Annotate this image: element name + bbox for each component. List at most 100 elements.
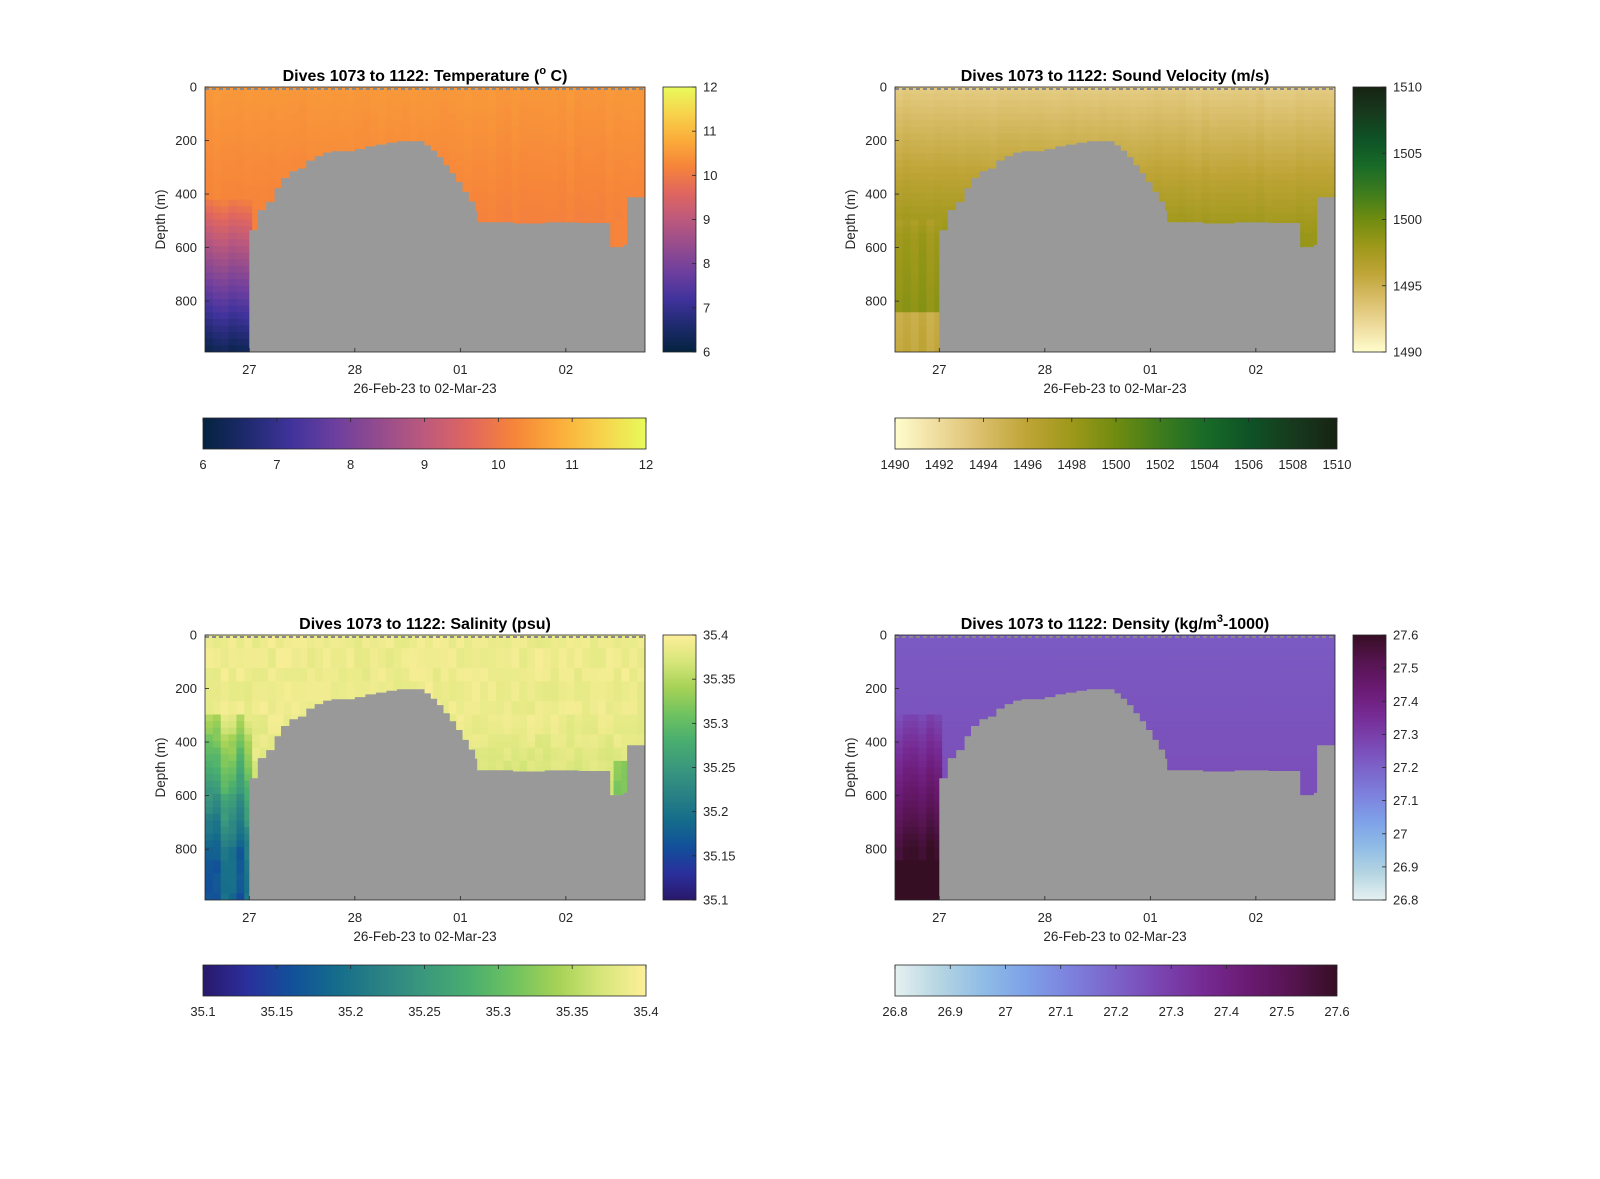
heatmap-cell	[965, 146, 975, 154]
heatmap-cell	[1185, 133, 1195, 141]
heatmap-cell	[503, 166, 513, 174]
heatmap-cell	[228, 701, 238, 709]
heatmap-cell	[934, 312, 943, 320]
heatmap-cell	[338, 106, 348, 115]
heatmap-cell	[236, 193, 245, 201]
heatmap-cell	[212, 886, 222, 894]
heatmap-cell	[926, 345, 935, 352]
heatmap-cell	[1083, 113, 1093, 121]
heatmap-cell	[228, 774, 238, 782]
heatmap-cell	[965, 153, 975, 161]
heatmap-cell	[1232, 93, 1242, 101]
heatmap-cell	[228, 813, 238, 822]
heatmap-cell	[338, 93, 348, 101]
heatmap-cell	[621, 106, 630, 115]
heatmap-cell	[902, 259, 912, 267]
heatmap-cell	[637, 100, 645, 108]
heatmap-cell	[629, 100, 638, 108]
heatmap-cell	[1248, 100, 1258, 108]
heatmap-cell	[448, 126, 458, 134]
heatmap-cell	[1280, 106, 1289, 115]
heatmap-cell	[910, 239, 920, 247]
heatmap-cell	[613, 106, 623, 115]
heatmap-cell	[1287, 186, 1297, 194]
heatmap-cell	[385, 113, 395, 121]
heatmap-cell	[918, 246, 928, 254]
heatmap-cell	[425, 100, 434, 108]
heatmap-cell	[542, 159, 552, 168]
heatmap-cell	[918, 126, 928, 134]
heatmap-cell	[456, 153, 465, 161]
heatmap-cell	[330, 106, 340, 115]
heatmap-cell	[1232, 146, 1242, 154]
heatmap-cell	[487, 179, 497, 187]
heatmap-cell	[205, 813, 214, 822]
heatmap-cell	[370, 100, 379, 108]
heatmap-cell	[472, 199, 481, 207]
heatmap-cell	[252, 199, 261, 207]
heatmap-cell	[220, 794, 230, 802]
heatmap-cell	[338, 133, 348, 141]
heatmap-cell	[1319, 106, 1328, 115]
heatmap-cell	[228, 847, 238, 855]
heatmap-cell	[393, 120, 403, 128]
heatmap-cell	[1217, 106, 1226, 115]
heatmap-cell	[558, 186, 568, 194]
heatmap-cell	[542, 179, 552, 187]
heatmap-cell	[895, 232, 904, 240]
heatmap-cell	[244, 833, 253, 841]
heatmap-cell	[487, 166, 497, 174]
heatmap-cell	[1303, 159, 1313, 168]
heatmap-cell	[1287, 166, 1297, 174]
heatmap-cell	[1012, 140, 1022, 148]
heatmap-cell	[965, 173, 975, 181]
heatmap-cell	[1232, 100, 1242, 108]
heatmap-cell	[267, 146, 277, 154]
colorbar-horizontal-bar	[894, 417, 1338, 450]
heatmap-cell	[495, 106, 505, 115]
heatmap-cell	[275, 100, 285, 108]
heatmap-cell	[1154, 166, 1163, 174]
heatmap-cell	[205, 120, 214, 128]
heatmap-cell	[1091, 100, 1100, 108]
heatmap-cell	[244, 820, 253, 828]
heatmap-cell	[299, 93, 308, 101]
heatmap-cell	[472, 179, 481, 187]
heatmap-cell	[1303, 93, 1313, 101]
heatmap-cell	[590, 179, 599, 187]
heatmap-cell	[205, 635, 214, 643]
heatmap-cell	[346, 126, 355, 134]
heatmap-cell	[275, 721, 285, 729]
heatmap-cell	[244, 193, 253, 201]
heatmap-cell	[1232, 87, 1242, 95]
heatmap-cell	[527, 212, 536, 221]
heatmap-cell	[315, 120, 324, 128]
heatmap-cell	[895, 133, 904, 141]
heatmap-cell	[1012, 120, 1022, 128]
heatmap-cell	[212, 880, 222, 888]
heatmap-cell	[637, 153, 645, 161]
heatmap-cell	[1240, 100, 1250, 108]
heatmap-cell	[542, 113, 552, 121]
heatmap-cell	[1280, 206, 1289, 214]
heatmap-cell	[1052, 126, 1061, 134]
heatmap-cell	[965, 87, 975, 95]
heatmap-cell	[1232, 126, 1242, 134]
heatmap-cell	[902, 159, 912, 168]
heatmap-cell	[495, 93, 505, 101]
heatmap-cell	[918, 179, 928, 187]
heatmap-cell	[252, 100, 261, 108]
heatmap-cell	[503, 199, 513, 207]
heatmap-cell	[244, 721, 253, 729]
heatmap-cell	[1280, 87, 1289, 95]
heatmap-cell	[205, 193, 214, 201]
heatmap-cell	[558, 113, 568, 121]
heatmap-cell	[895, 279, 904, 287]
heatmap-cell	[1209, 206, 1218, 214]
heatmap-cell	[574, 193, 583, 201]
heatmap-cell	[1319, 93, 1328, 101]
heatmap-cell	[910, 338, 920, 346]
heatmap-cell	[902, 166, 912, 174]
heatmap-cell	[519, 186, 528, 194]
heatmap-cell	[1012, 100, 1022, 108]
